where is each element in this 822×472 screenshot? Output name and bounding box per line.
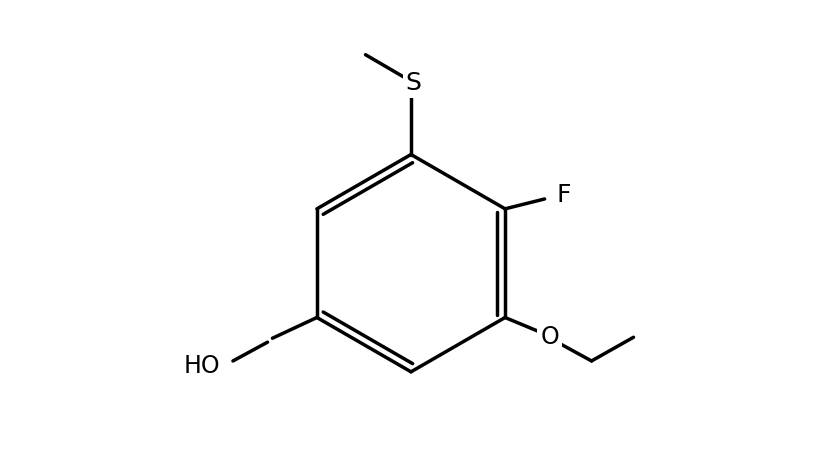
Text: O: O: [540, 325, 559, 349]
Text: HO: HO: [184, 354, 220, 378]
Text: S: S: [405, 71, 422, 95]
Text: F: F: [557, 183, 571, 207]
